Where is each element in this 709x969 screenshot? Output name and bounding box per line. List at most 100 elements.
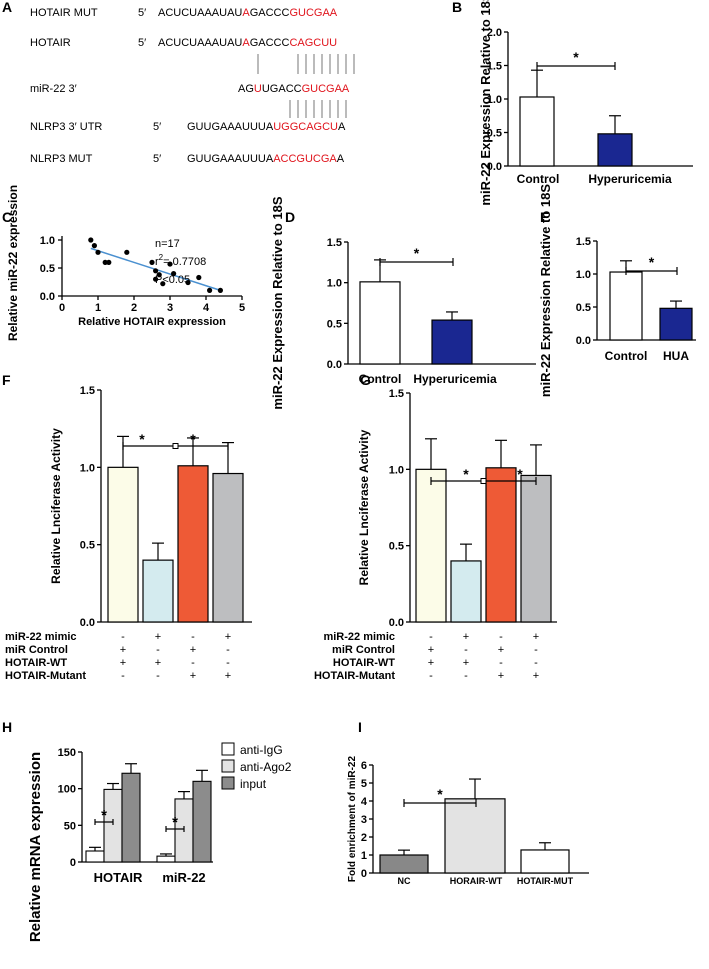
y-tick-label: 0 [70,857,76,869]
condition-sign: - [156,670,160,682]
significance-star: * [101,807,107,824]
seq-prime-nlrp3: 5′ [153,121,161,133]
x-tick-label: 3 [167,302,173,314]
y-tick-label: 1.5 [327,237,342,249]
x-tick-label: NC [398,876,411,886]
condition-sign: - [191,631,195,643]
panel-label-i: I [358,719,362,735]
x-tick-label: Control [605,349,648,363]
data-point [102,259,108,265]
y-axis-label: miR-22 Expression Relative to 18S [478,0,493,206]
chart-panel-d: 0.0 0.5 1.0 1.5 miR-22 Expression Relative t… [270,196,536,410]
data-point [196,274,202,281]
y-tick-label: 1.0 [389,464,404,476]
panel-label-e: E [540,209,549,225]
y-tick-label: 1.0 [80,462,95,474]
annotation-r2-prefix: r [155,256,159,268]
condition-sign: + [190,644,196,656]
annotation-r2-value: =.0.7708 [163,256,206,268]
y-tick-label: 1.0 [40,235,55,247]
x-axis-label: Relative HOTAIR expression [78,316,226,328]
condition-sign: - [121,631,125,643]
condition-sign: + [498,644,504,656]
condition-sign: + [120,657,126,669]
y-tick-label: 4 [361,796,368,808]
significance-star: * [190,431,196,447]
seq-label-nlrp3-mut: NLRP3 MUT [30,153,93,165]
x-tick-label: HORAIR-WT [450,876,503,886]
significance-star: * [463,466,469,482]
y-tick-label: 1 [361,850,367,862]
y-axis-label: Relative mRNA expression [27,752,44,942]
bar [415,468,447,623]
panel-label-b: B [452,0,462,15]
significance-star: * [172,814,178,831]
bar [659,307,693,341]
bar [519,96,555,167]
data-point [124,249,130,255]
seq-prime-hotair: 5′ [138,37,146,49]
condition-sign: + [155,657,161,669]
annotation-r2-sup: 2 [159,253,164,262]
bar [107,466,139,623]
panel-label-d: D [285,209,295,225]
y-tick-label: 0.0 [487,161,502,173]
condition-sign: - [464,670,468,682]
y-tick-label: 6 [361,760,367,772]
condition-sign: + [463,631,469,643]
y-tick-label: 1.0 [487,94,502,106]
bar [444,798,506,874]
y-tick-label: 1.5 [487,61,502,73]
y-axis-label: Relative miR-22 expression [6,185,20,341]
data-point [88,237,94,243]
condition-sign: - [534,644,538,656]
x-tick-label: 0 [59,302,65,314]
seq-nlrp3-mut: GUUGAAAUUUAACCGUCGAA [187,153,345,165]
significance-star: * [649,254,655,270]
legend-label: input [240,777,267,791]
panel-label-a: A [2,0,12,15]
seq-nlrp3: GUUGAAAUUUAUGGCAGCUA [187,121,346,133]
chart-panel-e: 0.0 0.5 1.0 1.5 miR-22 Expression Relative t… [538,184,696,397]
x-tick-label: HUA [663,349,689,363]
data-point [185,279,191,286]
bar [485,467,517,623]
data-point [95,249,101,255]
y-tick-label: 2 [361,832,367,844]
condition-name: HOTAIR-Mutant [5,670,86,682]
y-tick-label: 0.5 [576,302,591,314]
y-tick-label: 3 [361,814,367,826]
x-tick-label: Hyperuricemia [588,172,672,186]
condition-sign: + [428,644,434,656]
data-point [106,259,112,265]
bar [177,465,209,623]
y-tick-label: 100 [58,784,76,796]
annotation-r2: r2=.0.7708 [155,253,206,268]
significance-star: * [139,431,145,447]
condition-name: miR-22 mimic [323,631,395,643]
legend-label: anti-IgG [240,743,283,757]
panel-label-c: C [2,209,12,225]
annotation-p: P<0.05 [155,274,190,286]
legend-swatch [221,742,235,756]
y-tick-label: 0.0 [327,359,342,371]
bar [103,788,123,863]
significance-star: * [414,245,420,261]
pairing-lines-top [257,54,355,74]
condition-sign: - [191,657,195,669]
condition-sign: + [190,670,196,682]
condition-sign: + [498,670,504,682]
panel-label-h: H [2,719,12,735]
bar [156,855,176,863]
x-tick-label: HOTAIR-MUT [517,876,574,886]
condition-sign: - [464,644,468,656]
bar [597,133,633,167]
condition-sign: - [121,670,125,682]
y-tick-label: 0.0 [40,291,55,303]
panel-label-g: G [360,372,371,388]
seq-label-nlrp3: NLRP3 3′ UTR [30,121,102,133]
condition-sign: + [155,631,161,643]
seq-mir22: AGUUGACCGUCGAA [238,83,350,95]
